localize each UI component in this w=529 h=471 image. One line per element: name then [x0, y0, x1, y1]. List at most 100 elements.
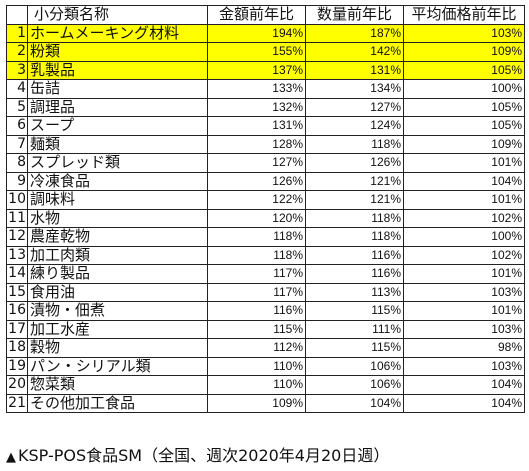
table-row: 6 スープ 131% 124% 105% — [6, 116, 525, 136]
cell-amount-yoy: 110% — [207, 356, 306, 376]
cell-rank: 15 — [6, 282, 28, 302]
table-row: 17 加工水産 115% 111% 103% — [6, 319, 525, 339]
cell-quantity-yoy: 118% — [305, 134, 404, 154]
cell-amount-yoy: 120% — [207, 208, 306, 228]
cell-avg-price-yoy: 100% — [403, 79, 525, 99]
cell-category-name: 練り製品 — [27, 264, 208, 284]
cell-avg-price-yoy: 104% — [403, 375, 525, 395]
cell-rank: 13 — [6, 245, 28, 265]
header-quantity-yoy: 数量前年比 — [305, 5, 404, 25]
cell-quantity-yoy: 121% — [305, 171, 404, 191]
cell-quantity-yoy: 111% — [305, 319, 404, 339]
cell-rank: 4 — [6, 79, 28, 99]
cell-avg-price-yoy: 105% — [403, 97, 525, 117]
ranking-table: 小分類名称 金額前年比 数量前年比 平均価格前年比 1 ホームメーキング材料 194… — [6, 5, 525, 413]
cell-rank: 19 — [6, 356, 28, 376]
table-row: 12 農産乾物 118% 118% 100% — [6, 227, 525, 247]
cell-avg-price-yoy: 102% — [403, 245, 525, 265]
cell-category-name: 食用油 — [27, 282, 208, 302]
table-row: 7 麺類 128% 118% 109% — [6, 134, 525, 154]
table-row: 15 食用油 117% 113% 103% — [6, 282, 525, 302]
cell-category-name: 加工肉類 — [27, 245, 208, 265]
table-row: 16 漬物・佃煮 116% 115% 101% — [6, 301, 525, 321]
cell-avg-price-yoy: 103% — [403, 319, 525, 339]
table-row: 5 調理品 132% 127% 105% — [6, 97, 525, 117]
table-row: 3 乳製品 137% 131% 105% — [6, 60, 525, 80]
cell-avg-price-yoy: 98% — [403, 338, 525, 358]
table-body: 1 ホームメーキング材料 194% 187% 103% 2 粉類 155% 142% 109% 3 乳… — [6, 23, 525, 413]
cell-avg-price-yoy: 109% — [403, 42, 525, 62]
table-row: 10 調味料 122% 121% 101% — [6, 190, 525, 210]
cell-avg-price-yoy: 101% — [403, 190, 525, 210]
table-row: 21 その他加工食品 109% 104% 104% — [6, 393, 525, 413]
cell-category-name: 粉類 — [27, 42, 208, 62]
cell-category-name: ホームメーキング材料 — [27, 23, 208, 43]
cell-rank: 6 — [6, 116, 28, 136]
cell-rank: 12 — [6, 227, 28, 247]
header-category-name: 小分類名称 — [27, 5, 208, 25]
cell-amount-yoy: 112% — [207, 338, 306, 358]
cell-avg-price-yoy: 103% — [403, 282, 525, 302]
table-row: 1 ホームメーキング材料 194% 187% 103% — [6, 23, 525, 43]
cell-quantity-yoy: 134% — [305, 79, 404, 99]
cell-category-name: パン・シリアル類 — [27, 356, 208, 376]
cell-category-name: スープ — [27, 116, 208, 136]
table-row: 4 缶詰 133% 134% 100% — [6, 79, 525, 99]
table-row: 20 惣菜類 110% 106% 104% — [6, 375, 525, 395]
cell-rank: 18 — [6, 338, 28, 358]
cell-rank: 9 — [6, 171, 28, 191]
cell-amount-yoy: 116% — [207, 301, 306, 321]
cell-avg-price-yoy: 109% — [403, 134, 525, 154]
cell-rank: 5 — [6, 97, 28, 117]
table-row: 8 スプレッド類 127% 126% 101% — [6, 153, 525, 173]
table-row: 11 水物 120% 118% 102% — [6, 208, 525, 228]
cell-avg-price-yoy: 103% — [403, 356, 525, 376]
cell-quantity-yoy: 116% — [305, 245, 404, 265]
cell-avg-price-yoy: 101% — [403, 301, 525, 321]
cell-quantity-yoy: 118% — [305, 227, 404, 247]
cell-rank: 16 — [6, 301, 28, 321]
cell-amount-yoy: 132% — [207, 97, 306, 117]
cell-rank: 10 — [6, 190, 28, 210]
table-row: 18 穀物 112% 115% 98% — [6, 338, 525, 358]
cell-amount-yoy: 126% — [207, 171, 306, 191]
cell-quantity-yoy: 116% — [305, 264, 404, 284]
cell-category-name: 穀物 — [27, 338, 208, 358]
cell-avg-price-yoy: 102% — [403, 208, 525, 228]
cell-quantity-yoy: 115% — [305, 338, 404, 358]
cell-category-name: 漬物・佃煮 — [27, 301, 208, 321]
cell-rank: 17 — [6, 319, 28, 339]
cell-quantity-yoy: 104% — [305, 393, 404, 413]
cell-amount-yoy: 110% — [207, 375, 306, 395]
header-row: 小分類名称 金額前年比 数量前年比 平均価格前年比 — [6, 5, 525, 25]
cell-quantity-yoy: 106% — [305, 375, 404, 395]
cell-quantity-yoy: 106% — [305, 356, 404, 376]
cell-amount-yoy: 133% — [207, 79, 306, 99]
cell-quantity-yoy: 124% — [305, 116, 404, 136]
cell-amount-yoy: 127% — [207, 153, 306, 173]
table-row: 19 パン・シリアル類 110% 106% 103% — [6, 356, 525, 376]
cell-quantity-yoy: 121% — [305, 190, 404, 210]
cell-amount-yoy: 122% — [207, 190, 306, 210]
cell-rank: 11 — [6, 208, 28, 228]
cell-rank: 7 — [6, 134, 28, 154]
cell-amount-yoy: 109% — [207, 393, 306, 413]
header-avg-price-yoy: 平均価格前年比 — [403, 5, 525, 25]
cell-rank: 3 — [6, 60, 28, 80]
cell-quantity-yoy: 131% — [305, 60, 404, 80]
cell-quantity-yoy: 127% — [305, 97, 404, 117]
cell-avg-price-yoy: 100% — [403, 227, 525, 247]
cell-category-name: スプレッド類 — [27, 153, 208, 173]
cell-amount-yoy: 118% — [207, 245, 306, 265]
cell-amount-yoy: 117% — [207, 264, 306, 284]
cell-rank: 20 — [6, 375, 28, 395]
cell-rank: 8 — [6, 153, 28, 173]
triangle-marker-icon: ▲ — [6, 450, 16, 465]
cell-amount-yoy: 194% — [207, 23, 306, 43]
table-row: 13 加工肉類 118% 116% 102% — [6, 245, 525, 265]
cell-category-name: 調理品 — [27, 97, 208, 117]
cell-category-name: 水物 — [27, 208, 208, 228]
cell-quantity-yoy: 126% — [305, 153, 404, 173]
cell-category-name: 農産乾物 — [27, 227, 208, 247]
